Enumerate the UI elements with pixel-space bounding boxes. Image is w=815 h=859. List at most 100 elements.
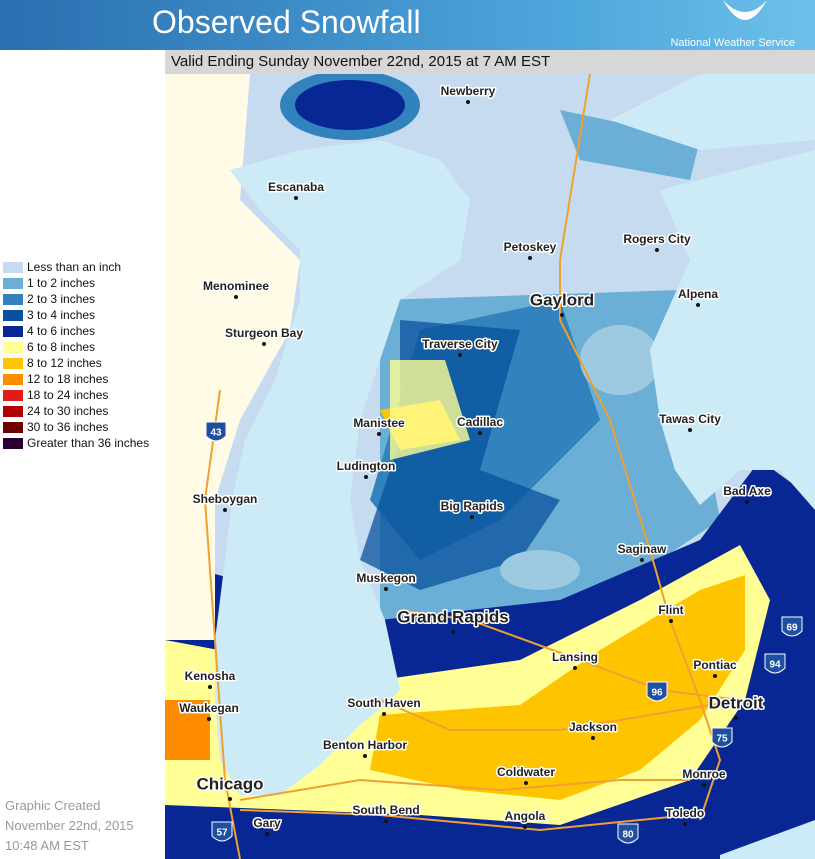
legend-item: 18 to 24 inches [3, 387, 108, 403]
map: Newberry Escanaba Menominee Sturgeon Bay Pet… [165, 74, 815, 859]
city-label: Detroit [709, 693, 764, 712]
interstate-number: 94 [769, 660, 781, 671]
legend-label: 24 to 30 inches [27, 404, 109, 418]
city-dot [377, 432, 381, 436]
city-dot [228, 797, 232, 801]
agency: National Weather Service [670, 37, 795, 49]
legend-item: 30 to 36 inches [3, 419, 108, 435]
city-dot [478, 431, 482, 435]
city-label: Grand Rapids [397, 607, 508, 626]
city-dot [688, 428, 692, 432]
legend-swatch [3, 373, 23, 385]
legend-swatch [3, 325, 23, 337]
city-label: Gaylord [530, 290, 594, 309]
city-label: Petoskey [504, 240, 557, 254]
interstate-number: 80 [622, 830, 634, 841]
interstate-shield [764, 653, 786, 674]
city-label: Flint [658, 603, 683, 617]
city-dot [745, 500, 749, 504]
city-dot [702, 783, 706, 787]
city-dot [669, 619, 673, 623]
legend-label: Less than an inch [27, 260, 122, 274]
city-label: Alpena [678, 287, 718, 301]
footer-line: November 22nd, 2015 [5, 818, 134, 833]
legend-item: 6 to 8 inches [3, 339, 95, 355]
city-label: Chicago [196, 774, 263, 793]
city-dot [294, 196, 298, 200]
subtitle: Valid Ending Sunday November 22nd, 2015 … [165, 50, 815, 74]
city-dot [382, 712, 386, 716]
city-label: Cadillac [457, 415, 503, 429]
legend-label: 6 to 8 inches [27, 340, 96, 354]
interstate-shield [205, 421, 227, 442]
city-label: Coldwater [497, 765, 555, 779]
legend-swatch [3, 341, 23, 353]
legend-item: 4 to 6 inches [3, 323, 95, 339]
city-label: South Bend [352, 803, 419, 817]
city-label: Newberry [441, 84, 496, 98]
legend-swatch [3, 389, 23, 401]
city-label: Traverse City [422, 337, 498, 351]
city-label: Monroe [682, 767, 726, 781]
city-label: Lansing [552, 650, 598, 664]
interstate-number: 43 [210, 428, 222, 439]
legend-item: Less than an inch [3, 259, 121, 275]
legend-swatch [3, 405, 23, 417]
city-label: Pontiac [693, 658, 737, 672]
legend-label: Greater than 36 inches [27, 436, 150, 450]
footer-line: Graphic Created [5, 798, 101, 813]
legend-item: Greater than 36 inches [3, 435, 149, 451]
legend-swatch [3, 357, 23, 369]
lake-michigan [215, 140, 470, 795]
legend-item: 3 to 4 inches [3, 307, 95, 323]
city-dot [560, 313, 564, 317]
city-label: Jackson [569, 720, 617, 734]
header: Observed Snowfall National Weather Servi… [0, 0, 815, 50]
city-dot [523, 825, 527, 829]
legend-swatch [3, 437, 23, 449]
legend-item: 8 to 12 inches [3, 355, 102, 371]
city-dot [262, 342, 266, 346]
interstate-number: 96 [651, 688, 663, 699]
city-dot [696, 303, 700, 307]
interstate-shield [711, 727, 733, 748]
city-dot [591, 736, 595, 740]
city-dot [451, 630, 455, 634]
city-label: Benton Harbor [323, 738, 407, 752]
city-label: Bad Axe [723, 484, 771, 498]
legend-item: 12 to 18 inches [3, 371, 108, 387]
city-dot [458, 353, 462, 357]
legend-label: 12 to 18 inches [27, 372, 109, 386]
city-dot [363, 754, 367, 758]
city-dot [573, 666, 577, 670]
city-dot [207, 717, 211, 721]
city-label: South Haven [347, 696, 420, 710]
city-label: Kenosha [185, 669, 236, 683]
city-label: Sheboygan [193, 492, 258, 506]
city-label: Menominee [203, 279, 269, 293]
interstate-number: 69 [786, 623, 798, 634]
city-label: Saginaw [618, 542, 667, 556]
city-label: Tawas City [659, 412, 721, 426]
city-dot [734, 716, 738, 720]
city-label: Ludington [337, 459, 396, 473]
city-label: Escanaba [268, 180, 324, 194]
legend-label: 30 to 36 inches [27, 420, 109, 434]
city-dot [466, 100, 470, 104]
legend-swatch [3, 421, 23, 433]
city-dot [208, 685, 212, 689]
interstate-number: 57 [216, 828, 228, 839]
city-dot [655, 248, 659, 252]
footer-line: 10:48 AM EST [5, 838, 89, 853]
city-label: Manistee [353, 416, 405, 430]
city-dot [640, 558, 644, 562]
interstate-shield [211, 821, 233, 842]
legend-label: 2 to 3 inches [27, 292, 96, 306]
city-dot [524, 781, 528, 785]
city-dot [223, 508, 227, 512]
legend-label: 3 to 4 inches [27, 308, 96, 322]
lake [610, 74, 815, 150]
city-label: Big Rapids [441, 499, 504, 513]
city-label: Waukegan [179, 701, 239, 715]
